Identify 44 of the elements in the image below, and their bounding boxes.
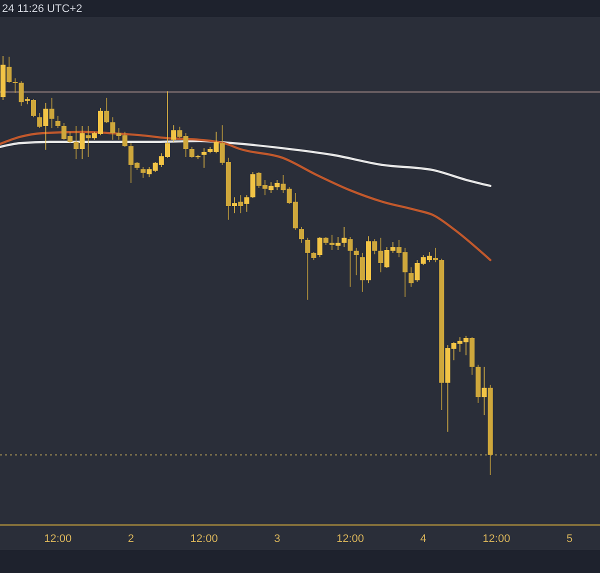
candlestick: [232, 196, 238, 214]
x-tick-label: 2: [128, 533, 134, 545]
candlestick: [354, 247, 359, 276]
candlestick: [299, 226, 304, 244]
candlestick: [189, 146, 194, 158]
candlestick: [244, 194, 250, 212]
candlestick: [342, 226, 347, 248]
candlestick: [372, 238, 378, 255]
candlestick: [482, 366, 487, 416]
x-tick-label: 4: [420, 533, 426, 545]
candlestick: [348, 236, 353, 288]
text: 24 11:26 UTC+2: [2, 3, 82, 15]
candlestick: [317, 236, 322, 258]
candlestick: [18, 80, 24, 106]
candlestick: [336, 236, 341, 250]
candlestick: [250, 172, 256, 199]
candlestick: [6, 56, 12, 84]
candlestick: [37, 112, 42, 129]
candlestick: [104, 97, 110, 124]
candlestick: [110, 116, 116, 140]
candlestick: [49, 97, 54, 129]
candlestick: [12, 78, 18, 94]
candlestick: [360, 252, 365, 292]
candlestick: [305, 237, 310, 300]
candlestick: [74, 125, 79, 160]
candlestick: [238, 194, 244, 214]
x-tick-label: 3: [274, 533, 280, 545]
candlestick: [80, 125, 85, 160]
x-tick-label: 5: [566, 533, 573, 545]
candlestick: [378, 237, 384, 273]
candlestick: [43, 102, 48, 150]
candlestick: [171, 124, 176, 142]
x-tick-label: 12:00: [190, 533, 218, 545]
candlestick: [202, 148, 207, 168]
candlestick: [140, 166, 146, 178]
x-tick-label: 12:00: [336, 533, 364, 545]
candlestick: [55, 115, 60, 129]
candlestick: [329, 234, 334, 250]
candlestick: [433, 247, 438, 263]
candlestick: [31, 98, 36, 118]
candlestick: [86, 125, 91, 158]
x-tick-label: 12:00: [482, 533, 510, 545]
x-tick-label: 12:00: [44, 533, 72, 545]
candlestick: [408, 266, 414, 288]
